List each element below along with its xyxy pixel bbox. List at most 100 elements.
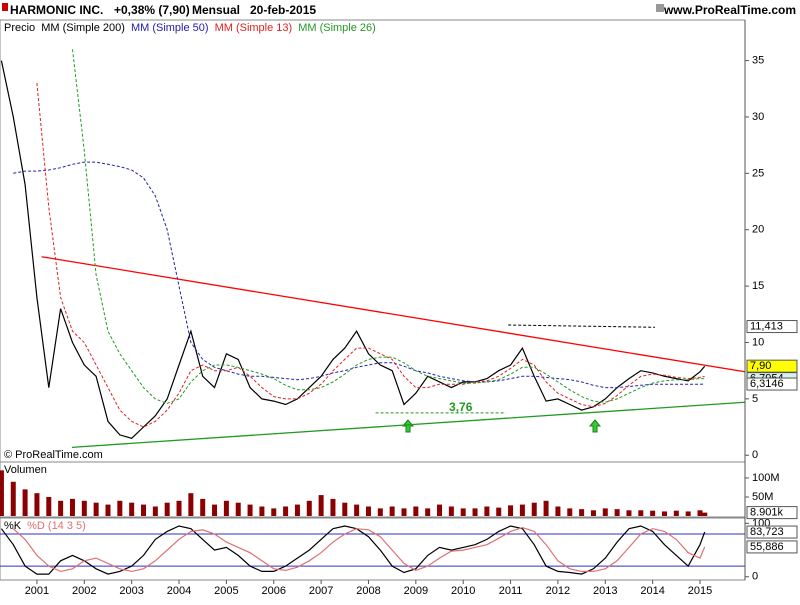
legend-entry: MM (Simple 13) (215, 22, 293, 34)
volume-bar (342, 502, 348, 516)
volume-bar (602, 508, 608, 516)
volume-bar (294, 504, 300, 516)
volume-bar (223, 500, 229, 516)
value-box (746, 540, 798, 554)
volume-bar (212, 504, 218, 516)
volume-bar (484, 506, 490, 516)
volume-bar (306, 500, 312, 516)
x-tick-label: 2013 (593, 585, 617, 597)
volume-bar (579, 509, 585, 516)
trendline (71, 401, 746, 448)
y-tick-label: 50M (752, 491, 773, 503)
volume-bar (152, 506, 158, 516)
volume-bar (200, 498, 206, 516)
volume-bar (697, 510, 703, 516)
legend-entry: MM (Simple 50) (131, 22, 209, 34)
value-box (746, 320, 798, 334)
volume-bar (69, 498, 75, 516)
x-tick-label: 2015 (688, 585, 712, 597)
y-tick-label: 15 (752, 280, 764, 292)
buy-arrow (401, 419, 415, 433)
value-box (746, 525, 798, 539)
value-box-label: 83,723 (750, 526, 784, 538)
series-line (12, 526, 706, 573)
volume-bar (283, 506, 289, 516)
volume-bar (58, 500, 64, 516)
value-box-label: 6,3146 (750, 378, 784, 390)
volume-bar (590, 510, 596, 516)
volume-bar (176, 500, 182, 516)
volume-bar (460, 508, 466, 516)
legend-entry: %K (4, 520, 22, 532)
x-tick-label: 2005 (214, 585, 238, 597)
x-tick-label: 2012 (546, 585, 570, 597)
logo-icon (2, 3, 8, 11)
volume-bar (531, 502, 537, 516)
y-tick-label: 20 (752, 224, 764, 236)
legend-entry: Precio (4, 22, 35, 34)
volume-bar (93, 502, 99, 516)
y-tick-label: 100M (752, 472, 780, 484)
volume-bar (673, 510, 679, 516)
volume-bar (365, 506, 371, 516)
value-box-label: 8.901k (750, 507, 784, 519)
value-box (746, 506, 798, 520)
volume-bar (685, 511, 691, 516)
value-box-label: 11,413 (750, 320, 783, 332)
legend-entry: %D (14 3 5) (27, 520, 86, 532)
x-tick-label: 2006 (262, 585, 286, 597)
y-tick-label: 0 (752, 449, 758, 461)
volume-bar (46, 496, 52, 516)
volume-bar (472, 508, 478, 516)
toolbar-icon[interactable] (656, 4, 664, 12)
volume-bar (555, 506, 561, 516)
volume-bar (10, 481, 16, 516)
x-tick-label: 2011 (499, 585, 523, 597)
volume-bar (389, 506, 395, 516)
x-tick-label: 2010 (451, 585, 475, 597)
buy-arrow (588, 419, 602, 433)
volume-bar (271, 508, 277, 516)
series-line (72, 49, 705, 404)
volume-bar (129, 502, 135, 516)
y-tick-label: 25 (752, 167, 764, 179)
volume-bar (318, 495, 324, 516)
volume-bar (141, 504, 147, 516)
volume-bar (0, 470, 4, 516)
volume-bar (22, 489, 28, 516)
legend-entry: Volumen (4, 464, 47, 476)
volume-bar (188, 493, 194, 516)
volume-bar (164, 502, 170, 516)
volume-bar (626, 510, 632, 516)
x-tick-label: 2003 (119, 585, 143, 597)
trendline (508, 324, 656, 328)
volume-bar (702, 512, 708, 516)
change: +0,38% (7,90) (114, 3, 190, 17)
y-tick-label: 0 (752, 571, 758, 583)
x-tick-label: 2014 (640, 585, 664, 597)
volume-bar (425, 508, 431, 516)
volume-bar (354, 504, 360, 516)
volume-bar (650, 510, 656, 516)
x-tick-label: 2004 (167, 585, 191, 597)
volume-bar (543, 500, 549, 516)
volume-bar (508, 505, 514, 516)
date: 20-feb-2015 (250, 3, 316, 17)
x-tick-label: 2007 (309, 585, 333, 597)
trendline (41, 256, 746, 373)
symbol: HARMONIC INC. (10, 3, 103, 17)
legend-entry: MM (Simple 200) (41, 22, 125, 34)
volume-bar (377, 508, 383, 516)
volume-bar (247, 504, 253, 516)
y-tick-label: 10 (752, 336, 764, 348)
legend-entry: MM (Simple 26) (298, 22, 376, 34)
volume-bar (661, 511, 667, 516)
x-tick-label: 2002 (72, 585, 96, 597)
x-tick-label: 2008 (356, 585, 380, 597)
volume-bar (401, 508, 407, 516)
volume-bar (519, 504, 525, 516)
value-box-label: 55,886 (750, 541, 784, 553)
